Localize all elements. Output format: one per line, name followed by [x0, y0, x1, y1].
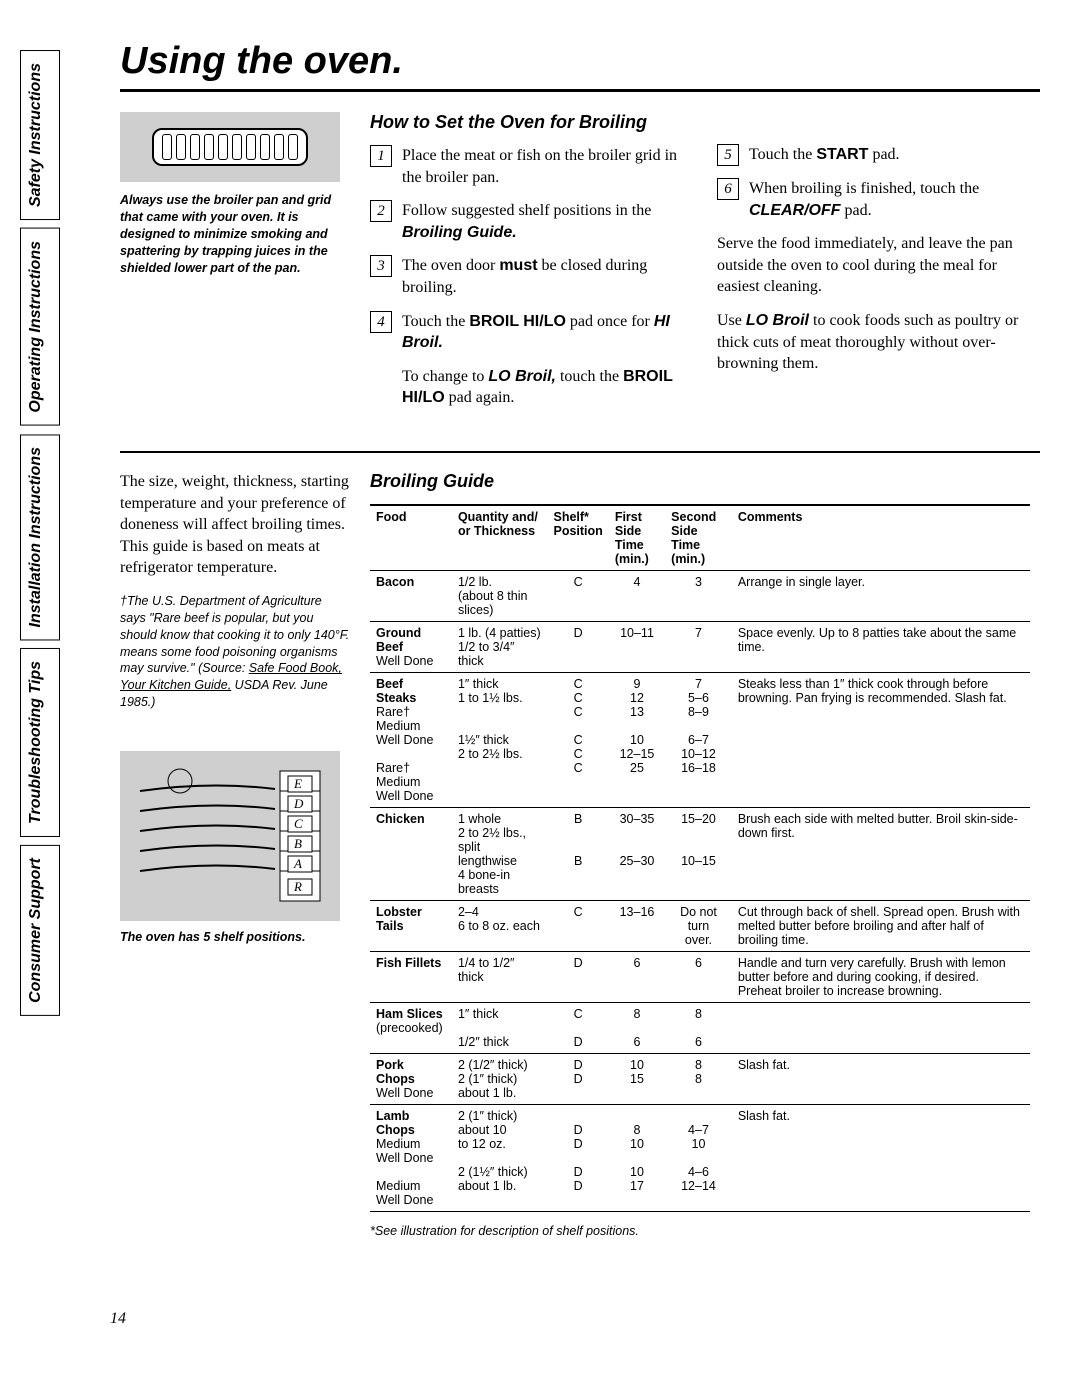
- table-row: Beef SteaksRare†MediumWell DoneRare†Medi…: [370, 672, 1030, 807]
- step-number: 6: [717, 178, 739, 200]
- step-4: 4 Touch the BROIL HI/LO pad once for HI …: [370, 311, 693, 354]
- table-row: Pork ChopsWell Done2 (1/2″ thick)2 (1″ t…: [370, 1053, 1030, 1104]
- svg-text:D: D: [293, 796, 304, 811]
- step-3: 3 The oven door must be closed during br…: [370, 255, 693, 298]
- step-text: Place the meat or fish on the broiler gr…: [402, 145, 693, 188]
- th-shelf: Shelf*Position: [548, 505, 609, 571]
- tab-consumer-support[interactable]: Consumer Support: [20, 845, 60, 1016]
- th-qty: Quantity and/or Thickness: [452, 505, 548, 571]
- step-text: Touch the BROIL HI/LO pad once for HI Br…: [402, 311, 693, 354]
- svg-text:C: C: [294, 816, 303, 831]
- step-text: When broiling is finished, touch the CLE…: [749, 178, 1040, 221]
- th-comments: Comments: [732, 505, 1030, 571]
- step-text: Touch the START pad.: [749, 144, 900, 166]
- step-5: 5 Touch the START pad.: [717, 144, 1040, 166]
- step-number: 2: [370, 200, 392, 222]
- step-number: 4: [370, 311, 392, 333]
- broil-intro: The size, weight, thickness, starting te…: [120, 471, 350, 579]
- table-row: Ground BeefWell Done1 lb. (4 patties)1/2…: [370, 621, 1030, 672]
- shelf-illustration: E D C B A R: [120, 751, 340, 921]
- change-to-text: To change to LO Broil, touch the BROIL H…: [402, 366, 693, 409]
- table-row: Lamb ChopsMediumWell DoneMediumWell Done…: [370, 1104, 1030, 1211]
- broiler-pan-icon: [152, 128, 308, 166]
- serve-text: Serve the food immediately, and leave th…: [717, 233, 1040, 298]
- pan-caption: Always use the broiler pan and grid that…: [120, 192, 350, 276]
- step-number: 3: [370, 255, 392, 277]
- table-row: Lobster Tails2–46 to 8 oz. eachC13–16Do …: [370, 900, 1030, 951]
- page-body: Using the oven. Always use the broiler p…: [60, 40, 1040, 1238]
- table-row: Ham Slices(precooked)1″ thick1/2″ thickC…: [370, 1002, 1030, 1053]
- tab-troubleshooting[interactable]: Troubleshooting Tips: [20, 648, 60, 837]
- th-food: Food: [370, 505, 452, 571]
- table-row: Chicken1 whole2 to 2½ lbs.,split lengthw…: [370, 807, 1030, 900]
- svg-text:A: A: [293, 856, 302, 871]
- step-2: 2 Follow suggested shelf positions in th…: [370, 200, 693, 243]
- step-number: 5: [717, 144, 739, 166]
- table-row: Bacon1/2 lb.(about 8 thin slices)C43Arra…: [370, 570, 1030, 621]
- page-number: 14: [110, 1310, 126, 1328]
- broiling-table: Food Quantity and/or Thickness Shelf*Pos…: [370, 504, 1030, 1212]
- step-text: The oven door must be closed during broi…: [402, 255, 693, 298]
- shelf-caption: The oven has 5 shelf positions.: [120, 929, 350, 946]
- table-footnote: *See illustration for description of she…: [370, 1224, 1030, 1238]
- tab-operating[interactable]: Operating Instructions: [20, 228, 60, 426]
- divider: [120, 451, 1040, 453]
- tab-safety[interactable]: Safety Instructions: [20, 50, 60, 220]
- step-text: Follow suggested shelf positions in the …: [402, 200, 693, 243]
- step-number: 1: [370, 145, 392, 167]
- table-row: Fish Fillets1/4 to 1/2″ thickD66Handle a…: [370, 951, 1030, 1002]
- broiling-guide-section: The size, weight, thickness, starting te…: [120, 471, 1040, 1238]
- lo-broil-text: Use LO Broil to cook foods such as poult…: [717, 310, 1040, 375]
- how-to-heading: How to Set the Oven for Broiling: [370, 112, 693, 133]
- how-to-section: Always use the broiler pan and grid that…: [120, 112, 1040, 421]
- tab-installation[interactable]: Installation Instructions: [20, 434, 60, 640]
- page-title: Using the oven.: [120, 40, 1040, 83]
- divider: [120, 89, 1040, 92]
- svg-text:R: R: [293, 879, 302, 894]
- shelf-positions-icon: E D C B A R: [130, 761, 330, 911]
- th-second: Second SideTime (min.): [665, 505, 732, 571]
- sidebar-tabs: Safety Instructions Operating Instructio…: [20, 50, 60, 1016]
- usda-note: †The U.S. Department of Agriculture says…: [120, 593, 350, 711]
- broiling-guide-heading: Broiling Guide: [370, 471, 1030, 492]
- svg-text:E: E: [293, 776, 302, 791]
- step-6: 6 When broiling is finished, touch the C…: [717, 178, 1040, 221]
- broiler-pan-illustration: [120, 112, 340, 182]
- th-first: First SideTime (min.): [609, 505, 665, 571]
- svg-text:B: B: [294, 836, 302, 851]
- step-1: 1 Place the meat or fish on the broiler …: [370, 145, 693, 188]
